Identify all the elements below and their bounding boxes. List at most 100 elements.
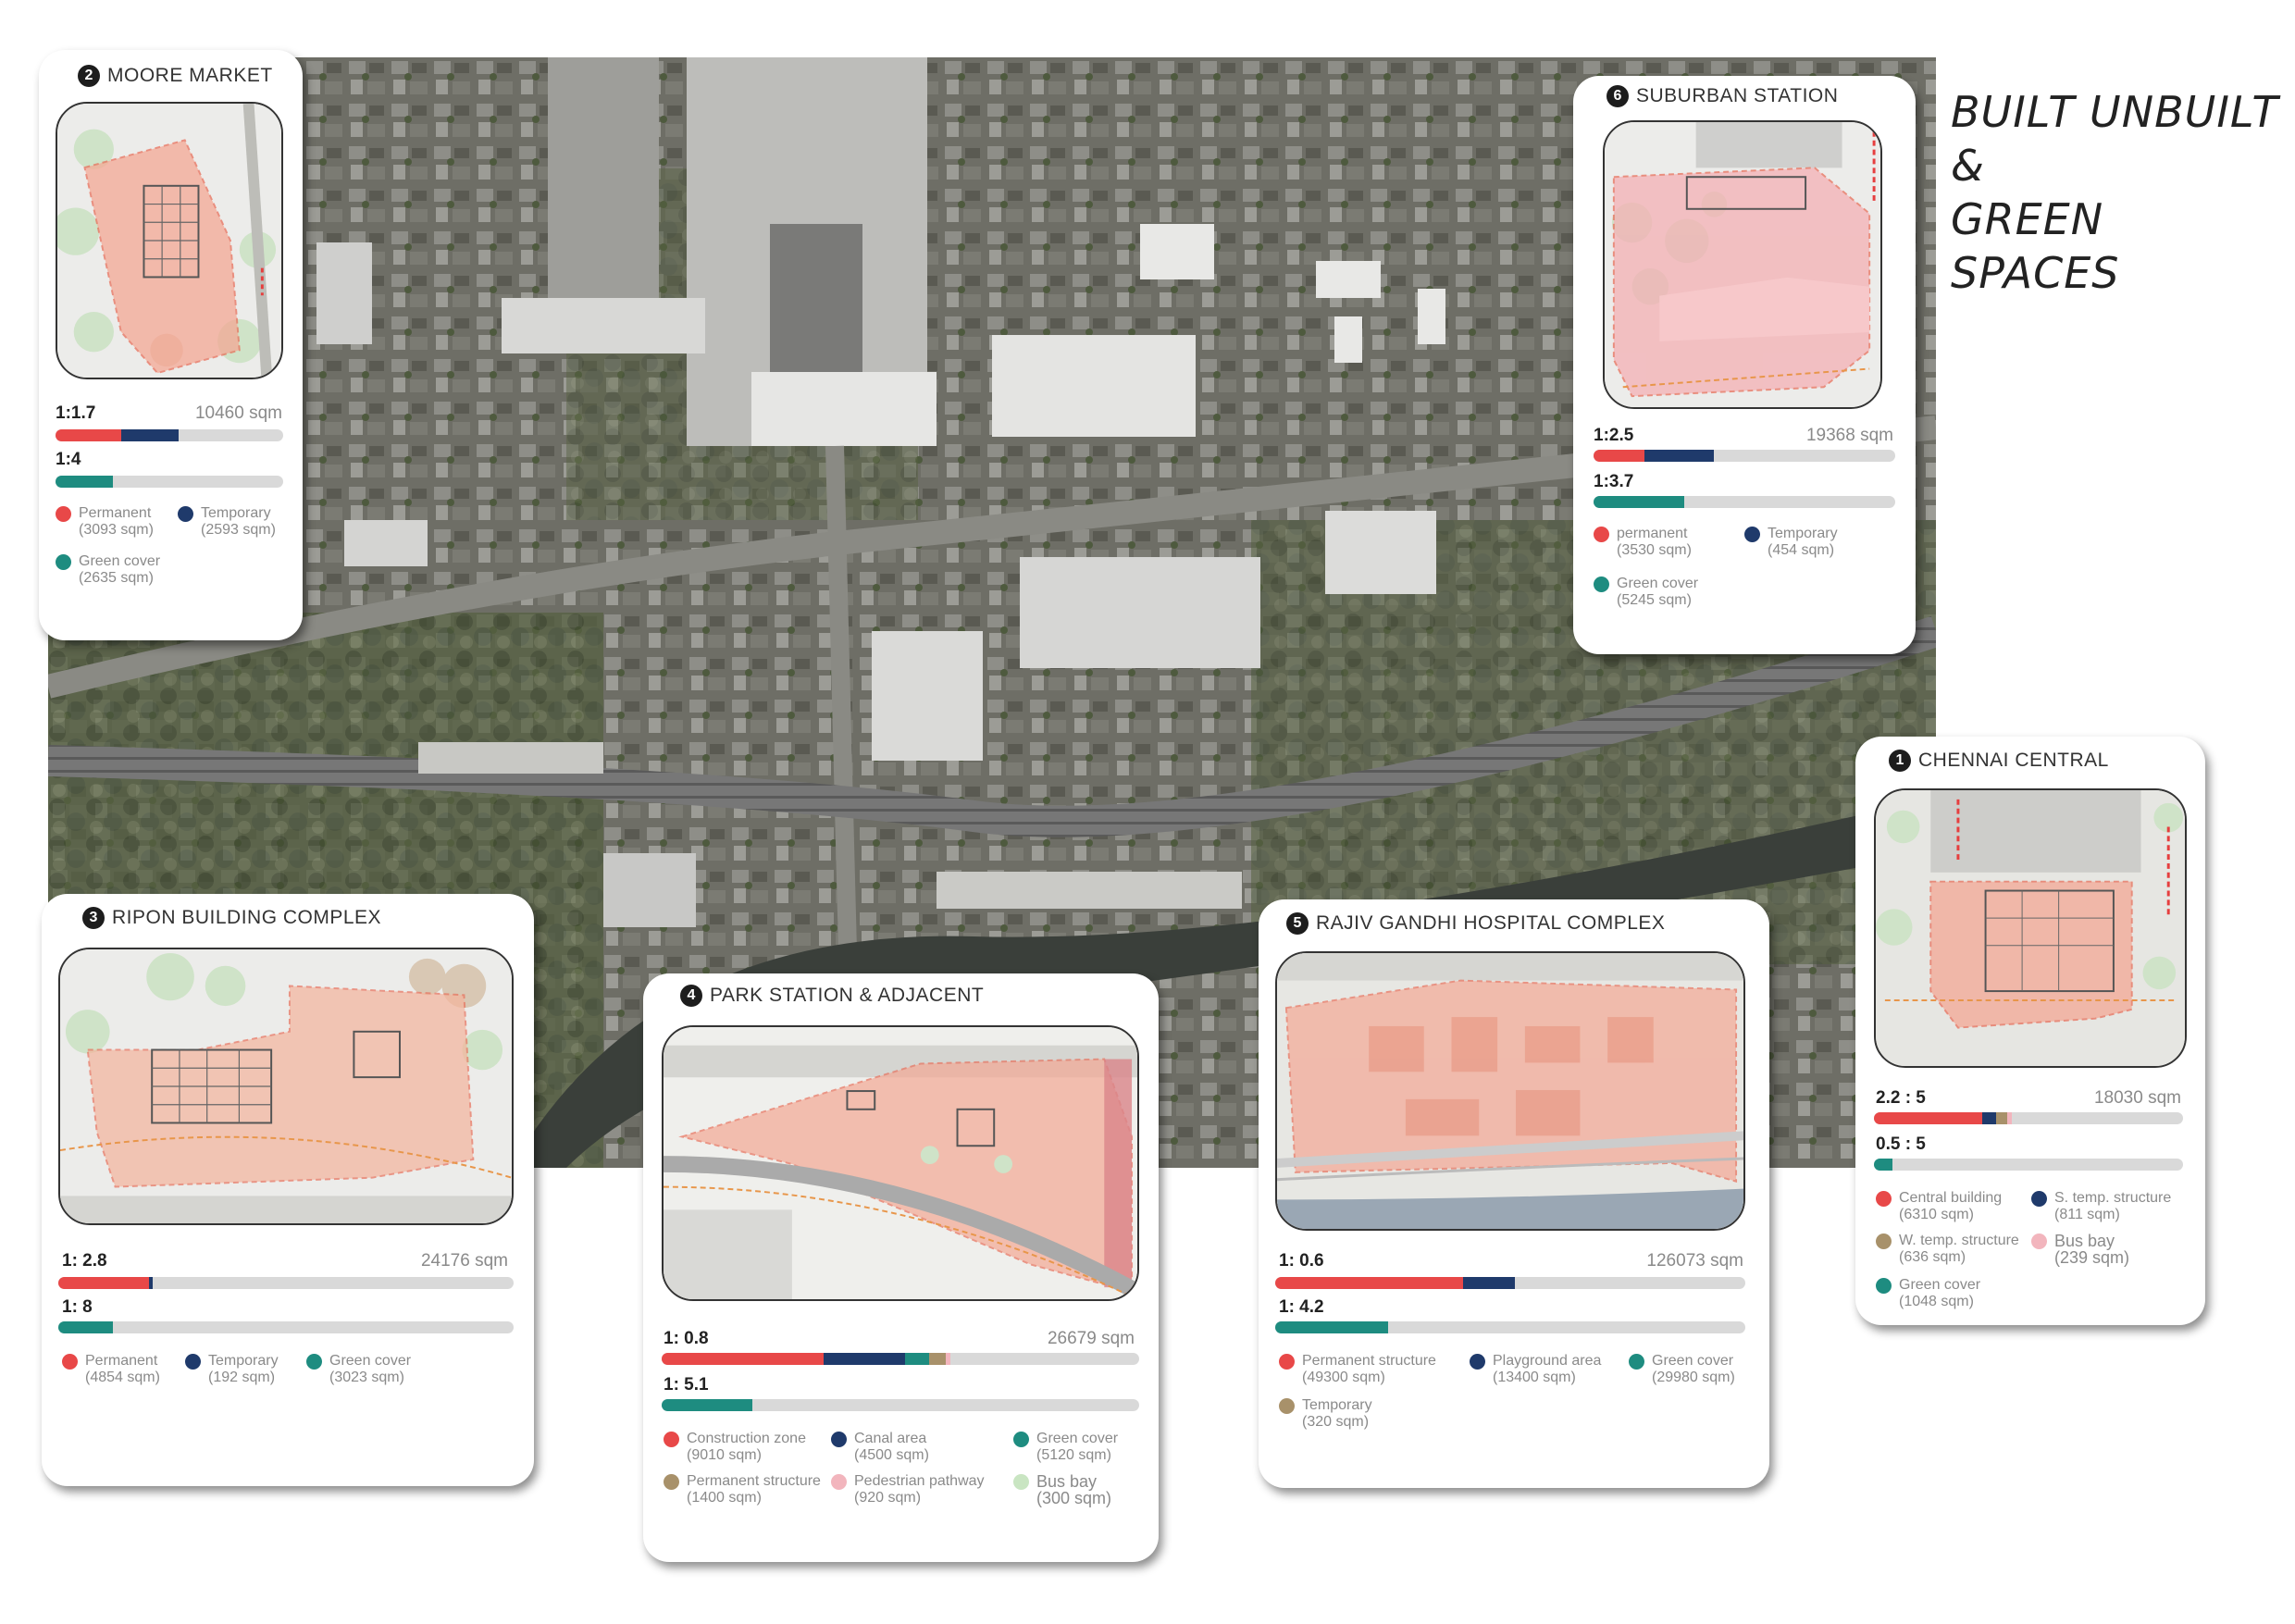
- card-header: 1 CHENNAI CENTRAL: [1889, 750, 2109, 772]
- card-header: 3 RIPON BUILDING COMPLEX: [82, 907, 381, 929]
- legend-label: S. temp. structure: [2054, 1190, 2172, 1206]
- legend-swatch: [178, 506, 193, 522]
- built-bar-segment: [928, 1353, 946, 1365]
- legend-item: Green cover (3023 sqm): [306, 1353, 411, 1386]
- card-number-badge: 6: [1606, 85, 1629, 107]
- legend-value: (192 sqm): [208, 1370, 276, 1385]
- green-bar-segment: [56, 476, 113, 488]
- legend-label: Bus bay: [2054, 1232, 2115, 1250]
- legend-value: (811 sqm): [2054, 1207, 2120, 1222]
- legend-swatch: [1013, 1474, 1029, 1490]
- card-number-badge: 5: [1286, 912, 1309, 935]
- legend-swatch: [1279, 1354, 1295, 1370]
- legend-value: (5120 sqm): [1036, 1447, 1111, 1463]
- built-bar-segment: [56, 429, 122, 441]
- legend-label: Pedestrian pathway: [854, 1473, 985, 1489]
- legend-label: Green cover: [1036, 1431, 1119, 1446]
- green-ratio-bar: [1275, 1321, 1745, 1333]
- built-bar-segment: [1995, 1112, 2007, 1124]
- legend-value: (636 sqm): [1899, 1249, 1966, 1265]
- legend-value: (920 sqm): [854, 1490, 922, 1506]
- legend-item: W. temp. structure (636 sqm): [1876, 1233, 2019, 1266]
- legend-label: Green cover: [79, 553, 161, 569]
- page-title: BUILT UNBUILT & GREEN SPACES: [1951, 85, 2284, 300]
- site-thumbnail: [662, 1025, 1139, 1301]
- green-ratio: 0.5 : 5: [1876, 1134, 1926, 1154]
- built-ratio-bar: [58, 1277, 514, 1289]
- card-number-badge: 1: [1889, 750, 1911, 772]
- legend-value: (1048 sqm): [1899, 1294, 1974, 1309]
- legend-item: Construction zone (9010 sqm): [664, 1431, 806, 1464]
- card-number-badge: 2: [78, 65, 100, 87]
- title-line-2: GREEN SPACES: [1951, 194, 2120, 298]
- green-ratio-bar: [1874, 1159, 2183, 1171]
- card-header: 2 MOORE MARKET: [78, 65, 273, 87]
- card-ripon-building-complex: 3 RIPON BUILDING COMPLEX 1: 2.8 2417: [42, 894, 534, 1486]
- legend-item: Canal area (4500 sqm): [831, 1431, 929, 1464]
- legend-item: Temporary (2593 sqm): [178, 505, 276, 539]
- legend-swatch: [1876, 1191, 1892, 1207]
- legend-value: (4500 sqm): [854, 1447, 929, 1463]
- legend-item: Permanent (4854 sqm): [62, 1353, 160, 1386]
- legend-item: Green cover (5245 sqm): [1594, 576, 1698, 609]
- site-area: 10460 sqm: [194, 403, 282, 423]
- site-thumbnail: [1874, 788, 2187, 1068]
- built-bar-segment: [1594, 450, 1645, 462]
- legend-item: Temporary (454 sqm): [1744, 526, 1838, 559]
- legend-swatch: [1470, 1354, 1485, 1370]
- legend-item: Permanent structure (49300 sqm): [1279, 1353, 1436, 1386]
- legend-item: S. temp. structure (811 sqm): [2031, 1190, 2171, 1223]
- built-bar-segment: [121, 429, 179, 441]
- site-thumbnail: [1275, 951, 1745, 1231]
- built-ratio: 1: 0.6: [1279, 1251, 1324, 1271]
- legend-item: Green cover (29980 sqm): [1629, 1353, 1735, 1386]
- legend-label: Bus bay: [1036, 1472, 1098, 1491]
- card-title: CHENNAI CENTRAL: [1918, 750, 2109, 771]
- built-ratio: 1:1.7: [56, 403, 96, 423]
- built-bar-segment: [946, 1353, 951, 1365]
- legend-item: Bus bay (300 sqm): [1013, 1473, 1111, 1506]
- green-ratio-bar: [56, 476, 283, 488]
- green-bar-segment: [1874, 1159, 1893, 1171]
- legend-value: (9010 sqm): [687, 1447, 762, 1463]
- legend-value: (6310 sqm): [1899, 1207, 1974, 1222]
- card-title: RAJIV GANDHI HOSPITAL COMPLEX: [1316, 912, 1666, 934]
- legend-value: (320 sqm): [1302, 1414, 1370, 1430]
- site-thumbnail: [56, 102, 283, 379]
- green-ratio: 1:3.7: [1594, 472, 1634, 491]
- card-header: 6 SUBURBAN STATION: [1606, 85, 1838, 107]
- legend-swatch: [1594, 527, 1609, 542]
- site-area: 24176 sqm: [420, 1251, 508, 1271]
- green-ratio-bar: [58, 1321, 514, 1333]
- site-area: 19368 sqm: [1805, 426, 1893, 445]
- green-ratio: 1: 5.1: [664, 1375, 709, 1395]
- built-bar-segment: [1874, 1112, 1982, 1124]
- legend-value: (13400 sqm): [1493, 1370, 1576, 1385]
- legend-swatch: [831, 1432, 847, 1447]
- legend-value: (49300 sqm): [1302, 1370, 1385, 1385]
- legend-swatch: [1744, 527, 1760, 542]
- legend-label: Temporary: [208, 1353, 279, 1369]
- green-ratio-bar: [662, 1399, 1139, 1411]
- card-title: MOORE MARKET: [107, 65, 273, 86]
- legend-value: (5245 sqm): [1617, 592, 1692, 608]
- legend-swatch: [664, 1432, 679, 1447]
- built-bar-segment: [2006, 1112, 2012, 1124]
- legend-label: Permanent: [79, 505, 152, 521]
- legend-value: (3093 sqm): [79, 522, 154, 538]
- green-ratio: 1:4: [56, 450, 81, 469]
- built-ratio-bar: [662, 1353, 1139, 1365]
- built-bar-segment: [1981, 1112, 1996, 1124]
- legend-swatch: [1594, 576, 1609, 592]
- legend-item: Green cover (5120 sqm): [1013, 1431, 1118, 1464]
- legend-value: (3023 sqm): [329, 1370, 404, 1385]
- legend-label: Central building: [1899, 1190, 2003, 1206]
- built-bar-segment: [58, 1277, 150, 1289]
- legend-value: (4854 sqm): [85, 1370, 160, 1385]
- legend-label: Temporary: [1302, 1397, 1372, 1413]
- legend-label: Permanent structure: [687, 1473, 821, 1489]
- site-area: 18030 sqm: [2093, 1088, 2181, 1108]
- site-area: 126073 sqm: [1646, 1251, 1743, 1271]
- legend-swatch: [56, 554, 71, 570]
- built-ratio: 2.2 : 5: [1876, 1088, 1926, 1108]
